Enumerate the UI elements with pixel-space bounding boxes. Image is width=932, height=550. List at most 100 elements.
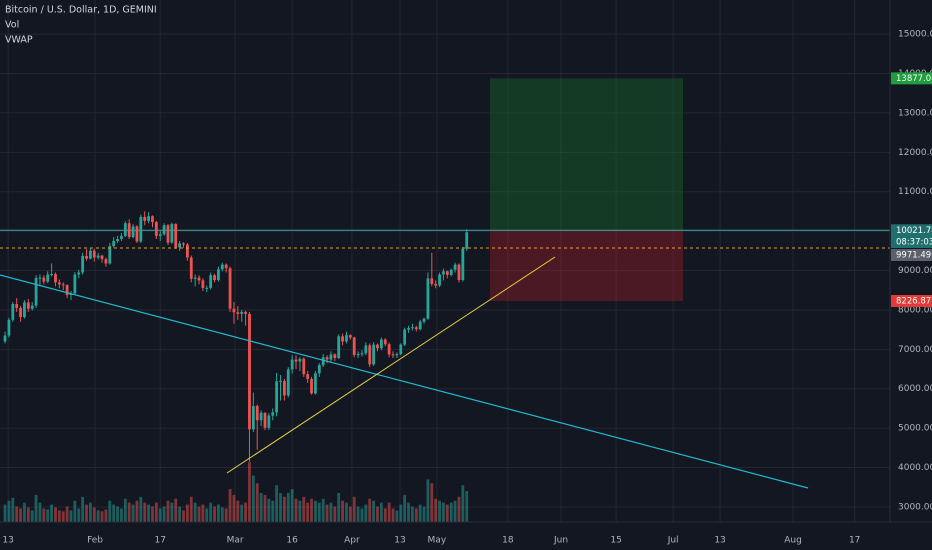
candle-body bbox=[368, 345, 372, 365]
candle-body bbox=[403, 329, 407, 345]
candle-body bbox=[271, 412, 275, 416]
candle-body bbox=[228, 268, 232, 309]
volume-bar bbox=[376, 506, 379, 522]
candle-body bbox=[220, 264, 224, 270]
volume-bar bbox=[7, 500, 11, 522]
candle-body bbox=[259, 412, 263, 421]
volume-bar bbox=[465, 491, 469, 522]
candle-body bbox=[321, 357, 325, 366]
volume-bar bbox=[178, 506, 182, 522]
candle-body bbox=[255, 406, 259, 421]
candle-body bbox=[127, 223, 131, 238]
candle-body bbox=[240, 311, 244, 314]
candle-body bbox=[50, 274, 53, 276]
volume-bar bbox=[418, 504, 422, 522]
volume-bar bbox=[158, 508, 162, 522]
indicator: VWAP bbox=[5, 35, 33, 46]
x-tick-label: Mar bbox=[227, 536, 244, 546]
volume-bar bbox=[46, 509, 50, 522]
grid bbox=[0, 0, 890, 522]
candle-body bbox=[166, 225, 170, 243]
candle-body bbox=[139, 216, 143, 242]
candle-body bbox=[298, 358, 302, 362]
volume-bar bbox=[267, 498, 271, 522]
candle-body bbox=[108, 246, 112, 264]
x-tick-label: 18 bbox=[502, 536, 514, 546]
volume-bar bbox=[232, 494, 236, 522]
volume-bar bbox=[383, 508, 387, 522]
candle-body bbox=[193, 277, 197, 279]
candle-body bbox=[158, 234, 162, 236]
candle-body bbox=[348, 335, 352, 338]
candle-body bbox=[302, 358, 306, 375]
candle-body bbox=[135, 226, 139, 242]
volume-bar bbox=[108, 500, 112, 522]
candle-body bbox=[85, 255, 88, 259]
volume-bar bbox=[23, 502, 26, 522]
volume-bar bbox=[236, 500, 240, 522]
candle-body bbox=[178, 243, 182, 248]
loss-zone bbox=[490, 230, 683, 301]
volume-bar bbox=[379, 502, 383, 522]
volume-bar bbox=[127, 502, 131, 522]
volume-bar bbox=[61, 511, 65, 522]
target-price-tag: 13877.08 bbox=[896, 74, 932, 84]
candle-body bbox=[151, 216, 154, 223]
volume-bar bbox=[345, 502, 348, 522]
candle-body bbox=[34, 278, 38, 306]
candle-body bbox=[290, 359, 294, 370]
candle-body bbox=[445, 271, 449, 275]
candle-body bbox=[120, 235, 123, 240]
candles bbox=[3, 211, 469, 462]
candle-body bbox=[46, 274, 50, 282]
volume-bar bbox=[217, 504, 220, 522]
volume-bar bbox=[372, 500, 376, 522]
volume-bar bbox=[282, 496, 286, 522]
volume-bar bbox=[3, 504, 7, 522]
y-tick-label: 4000.00 bbox=[898, 463, 932, 473]
volume-bar bbox=[298, 500, 302, 522]
volume-bar bbox=[162, 506, 166, 522]
candle-body bbox=[345, 335, 348, 342]
y-tick-label: 6000.00 bbox=[898, 384, 932, 394]
volume-bar bbox=[333, 506, 337, 522]
volume-bar bbox=[100, 511, 104, 522]
candle-body bbox=[15, 304, 19, 308]
candle-body bbox=[282, 380, 286, 396]
volume-bar bbox=[341, 500, 344, 522]
countdown: 08:37:03 bbox=[896, 238, 932, 248]
candle-body bbox=[286, 369, 290, 396]
candle-body bbox=[197, 277, 201, 281]
candle-body bbox=[465, 232, 469, 249]
volume-bar bbox=[54, 507, 57, 522]
candle-body bbox=[236, 312, 240, 314]
candle-body bbox=[65, 285, 69, 295]
y-tick-label: 8000.00 bbox=[898, 305, 932, 315]
candle-body bbox=[387, 344, 391, 355]
volume-bar bbox=[442, 502, 445, 522]
candle-body bbox=[38, 277, 42, 279]
candle-body bbox=[279, 380, 282, 382]
candle-body bbox=[422, 318, 426, 322]
x-tick-label: Jul bbox=[667, 536, 679, 546]
volume-bar bbox=[407, 502, 410, 522]
volume-bar bbox=[50, 504, 53, 522]
x-tick-label: Feb bbox=[87, 536, 103, 546]
volume-bar bbox=[213, 506, 216, 522]
volume-bar bbox=[42, 508, 46, 522]
candle-body bbox=[3, 335, 7, 342]
candle-body bbox=[205, 287, 209, 289]
candle-body bbox=[329, 354, 333, 360]
candle-body bbox=[170, 224, 174, 243]
y-tick-label: 9000.00 bbox=[898, 266, 932, 276]
volume-bar bbox=[271, 500, 275, 522]
volume-bar bbox=[15, 506, 19, 522]
candle-body bbox=[251, 406, 255, 430]
x-tick-label: 13 bbox=[714, 536, 725, 546]
volume-bar bbox=[387, 502, 391, 522]
candle-body bbox=[26, 302, 30, 309]
volume-bar bbox=[120, 508, 123, 522]
volume-bar bbox=[294, 498, 298, 522]
y-tick-label: 12000.00 bbox=[898, 148, 932, 158]
